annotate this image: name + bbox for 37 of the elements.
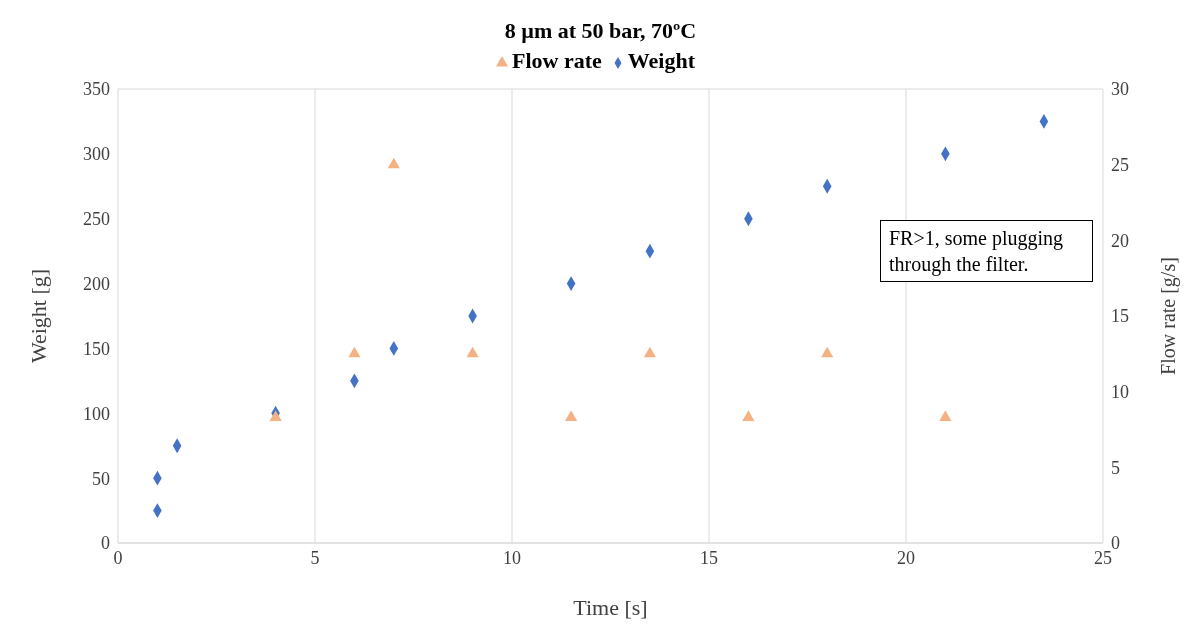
y2-tick-label: 15	[1111, 306, 1129, 327]
y2-tick-label: 0	[1111, 533, 1120, 554]
point	[466, 346, 479, 358]
point	[269, 410, 282, 421]
x-tick-label: 5	[310, 547, 320, 568]
point	[742, 410, 755, 421]
y2-tick-label: 10	[1111, 382, 1129, 403]
y-tick-label: 200	[83, 273, 110, 294]
y-tick-label: 350	[83, 79, 110, 100]
y-tick-label: 0	[101, 533, 110, 554]
point	[939, 410, 952, 421]
point	[565, 410, 578, 421]
chart-title: 8 µm at 50 bar, 70ºC	[503, 17, 698, 45]
point	[643, 346, 656, 358]
x-tick-label: 15	[700, 547, 718, 568]
x-tick-label: 20	[897, 547, 915, 568]
y2-tick-label: 20	[1111, 230, 1129, 251]
y-axis-title: Weight [g]	[25, 268, 51, 364]
point	[387, 157, 400, 169]
x-tick-label: 10	[503, 547, 521, 568]
y2-tick-label: 5	[1111, 457, 1120, 478]
x-tick-label: 25	[1094, 547, 1112, 568]
y2-tick-label: 25	[1111, 155, 1129, 176]
point	[348, 346, 361, 358]
x-axis-title: Time [s]	[573, 595, 648, 620]
y-tick-label: 50	[92, 468, 110, 489]
y-tick-label: 300	[83, 144, 110, 165]
y2-tick-label: 30	[1111, 79, 1129, 100]
y-tick-label: 100	[83, 403, 110, 424]
y2-axis-title: Flow rate [g/s]	[1157, 257, 1181, 375]
annotation: FR>1, some plugging through the filter.	[880, 220, 1093, 282]
y-tick-label: 250	[83, 209, 110, 230]
legend-label: Flow rate	[511, 48, 602, 73]
x-tick-label: 0	[113, 547, 123, 568]
point	[821, 346, 834, 358]
y-tick-label: 150	[83, 338, 110, 359]
legend-label: Weight	[627, 48, 696, 73]
